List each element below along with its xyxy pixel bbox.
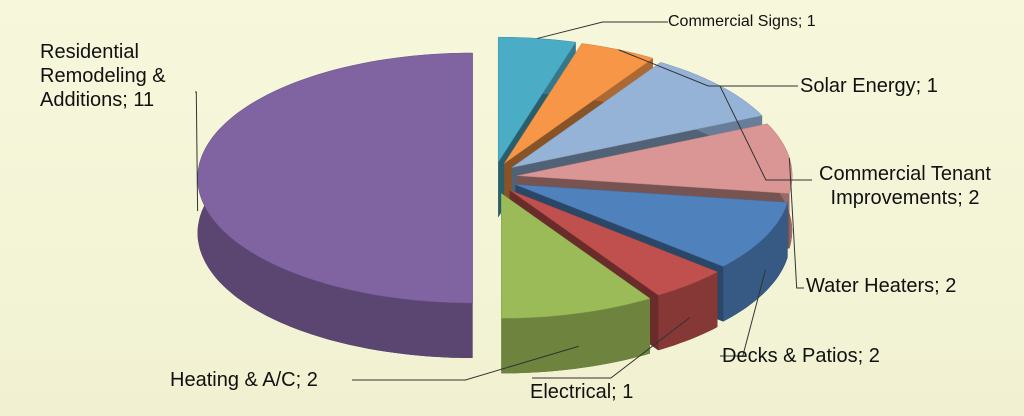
leader-line xyxy=(720,269,767,357)
slice xyxy=(497,36,577,164)
data-label: Commercial Tenant Improvements; 2 xyxy=(819,163,991,209)
data-label: Electrical; 1 xyxy=(530,381,634,403)
leader-line xyxy=(537,21,668,39)
slice xyxy=(501,192,651,319)
leader-line xyxy=(618,49,798,87)
slice xyxy=(509,189,719,296)
leader-line xyxy=(352,345,579,381)
slice xyxy=(504,43,654,164)
data-label: Heating & A/C; 2 xyxy=(170,369,318,391)
leader-line xyxy=(788,157,804,289)
data-label: Decks & Patios; 2 xyxy=(722,345,880,367)
data-label: Residential Remodeling & Additions; 11 xyxy=(40,41,166,111)
slice-side xyxy=(723,202,788,322)
data-label: Solar Energy; 1 xyxy=(800,75,938,97)
leader-line xyxy=(532,317,691,379)
leader-line xyxy=(195,91,199,212)
data-label: Water Heaters; 2 xyxy=(806,275,957,297)
leader-line xyxy=(719,85,812,181)
slice xyxy=(515,184,788,267)
data-label: Commercial Signs; 1 xyxy=(668,13,816,30)
